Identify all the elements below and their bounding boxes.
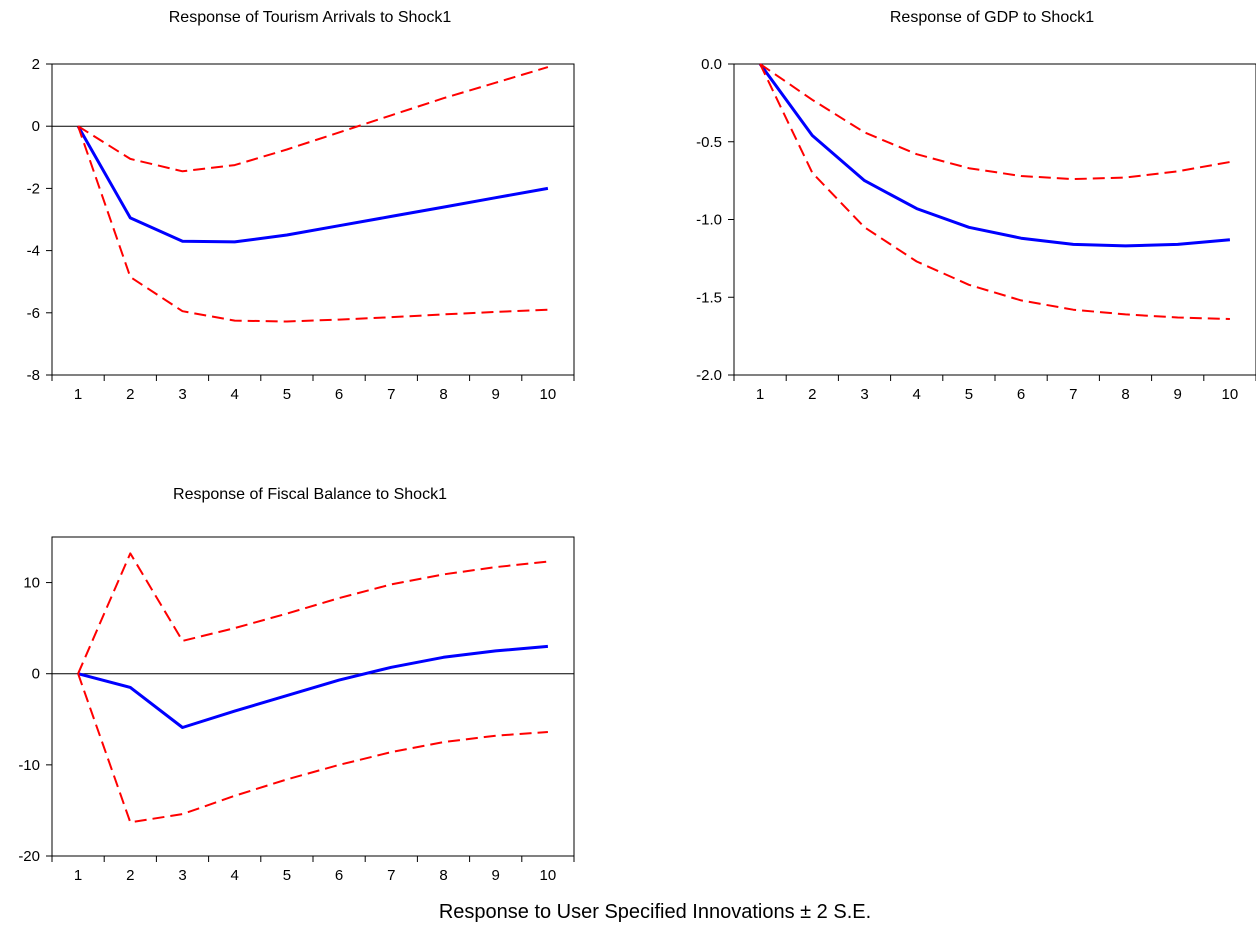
x-tick-label: 8 <box>1121 386 1129 403</box>
y-tick-label: 0 <box>32 666 40 683</box>
y-tick-label: 0 <box>32 118 40 135</box>
x-tick-label: 6 <box>1017 386 1025 403</box>
x-tick-label: 5 <box>283 386 291 403</box>
plot-frame <box>733 63 1256 376</box>
x-tick-label: 7 <box>1069 386 1077 403</box>
response-line <box>758 63 1231 248</box>
plot-area: 2 0 -2 -4 -6 -8 1 2 3 4 5 6 7 8 9 10 <box>27 56 575 403</box>
y-tick-label: -10 <box>18 757 40 774</box>
x-tick-label: 8 <box>439 386 447 403</box>
x-tick-label: 1 <box>756 386 764 403</box>
y-tick-label: -1.0 <box>696 212 722 229</box>
panel-tourism-arrivals: Response of Tourism Arrivals to Shock1 2… <box>27 9 575 403</box>
x-tick-label: 5 <box>965 386 973 403</box>
y-tick-label: 10 <box>23 575 40 592</box>
y-tick-label: -1.5 <box>696 289 722 306</box>
y-tick-label: -6 <box>27 305 40 322</box>
x-tick-label: 10 <box>540 386 557 403</box>
x-tick-label: 3 <box>178 867 186 884</box>
y-tick-label: -2 <box>27 180 40 197</box>
x-tick-label: 7 <box>387 867 395 884</box>
y-tick-label: -8 <box>27 367 40 384</box>
y-tick-label: -0.5 <box>696 134 722 151</box>
x-tick-label: 4 <box>231 386 239 403</box>
x-tick-label: 10 <box>1222 386 1239 403</box>
x-tick-label: 1 <box>74 386 82 403</box>
y-tick-label: -4 <box>27 243 40 260</box>
y-tick-label: -2.0 <box>696 367 722 384</box>
x-tick-label: 1 <box>74 867 82 884</box>
x-tick-label: 7 <box>387 386 395 403</box>
plot-area: 0.0 -0.5 -1.0 -1.5 -2.0 1 2 3 4 5 6 7 8 9 10 <box>696 56 1256 403</box>
x-tick-label: 2 <box>126 867 134 884</box>
chart-title: Response of GDP to Shock1 <box>890 9 1094 26</box>
lower-line <box>77 125 548 323</box>
x-tick-label: 9 <box>492 386 500 403</box>
upper-line <box>77 552 549 675</box>
y-tick-label: 2 <box>32 56 40 73</box>
x-tick-label: 10 <box>540 867 557 884</box>
lower-line <box>759 63 1230 320</box>
x-tick-label: 3 <box>178 386 186 403</box>
x-tick-label: 3 <box>860 386 868 403</box>
x-tick-label: 6 <box>335 386 343 403</box>
x-tick-label: 8 <box>439 867 447 884</box>
chart-title: Response of Fiscal Balance to Shock1 <box>173 486 447 503</box>
panel-fiscal-balance: Response of Fiscal Balance to Shock1 10 0… <box>18 486 575 884</box>
chart-title: Response of Tourism Arrivals to Shock1 <box>169 9 452 26</box>
x-tick-label: 9 <box>492 867 500 884</box>
plot-area: 10 0 -10 -20 1 2 3 4 5 6 7 8 9 10 <box>18 536 575 884</box>
figure-caption: Response to User Specified Innovations ±… <box>439 901 871 923</box>
x-tick-label: 5 <box>283 867 291 884</box>
x-tick-label: 6 <box>335 867 343 884</box>
x-tick-label: 9 <box>1174 386 1182 403</box>
plot-frame <box>51 536 575 857</box>
y-tick-label: 0.0 <box>701 56 722 73</box>
x-tick-label: 2 <box>808 386 816 403</box>
y-tick-label: -20 <box>18 848 40 865</box>
response-line <box>77 644 549 729</box>
upper-line <box>759 63 1231 181</box>
panel-gdp: Response of GDP to Shock1 0.0 -0.5 -1.0 -1.… <box>696 9 1256 403</box>
x-tick-label: 4 <box>913 386 921 403</box>
x-tick-label: 4 <box>231 867 239 884</box>
lower-line <box>77 673 548 824</box>
upper-line <box>77 66 549 173</box>
x-tick-label: 2 <box>126 386 134 403</box>
response-line <box>76 125 549 244</box>
